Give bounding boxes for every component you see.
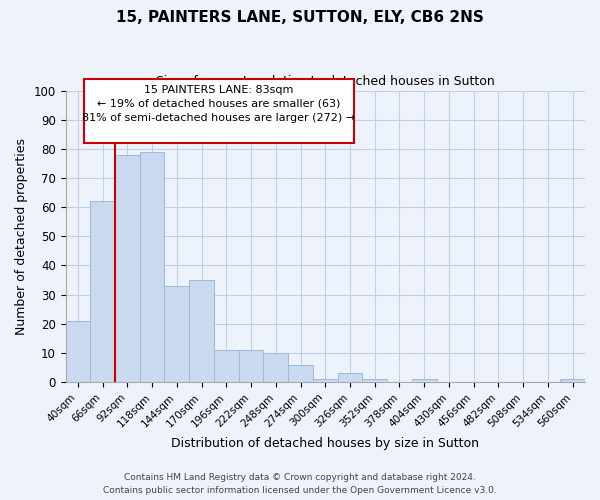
FancyBboxPatch shape [84,79,354,143]
Bar [263,353,288,382]
Bar [412,379,437,382]
X-axis label: Distribution of detached houses by size in Sutton: Distribution of detached houses by size … [171,437,479,450]
Title: Size of property relative to detached houses in Sutton: Size of property relative to detached ho… [156,75,494,88]
Y-axis label: Number of detached properties: Number of detached properties [15,138,28,335]
Bar [65,321,90,382]
Bar [189,280,214,382]
Bar [313,379,338,382]
Bar [90,202,115,382]
Bar [164,286,189,382]
Text: Contains HM Land Registry data © Crown copyright and database right 2024.
Contai: Contains HM Land Registry data © Crown c… [103,474,497,495]
Bar [140,152,164,382]
Bar [214,350,239,382]
Bar [239,350,263,382]
Bar [288,364,313,382]
Bar [338,374,362,382]
Bar [115,154,140,382]
Bar [362,379,387,382]
Bar [560,379,585,382]
Text: 15, PAINTERS LANE, SUTTON, ELY, CB6 2NS: 15, PAINTERS LANE, SUTTON, ELY, CB6 2NS [116,10,484,25]
Text: 15 PAINTERS LANE: 83sqm
← 19% of detached houses are smaller (63)
81% of semi-de: 15 PAINTERS LANE: 83sqm ← 19% of detache… [82,84,355,122]
